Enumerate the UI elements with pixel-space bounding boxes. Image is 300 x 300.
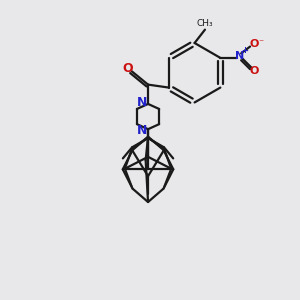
Text: CH₃: CH₃ xyxy=(197,19,213,28)
Text: O: O xyxy=(250,40,259,50)
Text: O: O xyxy=(123,62,134,75)
Text: N: N xyxy=(235,51,244,61)
Text: ⁻: ⁻ xyxy=(258,38,263,48)
Text: N: N xyxy=(136,96,147,109)
Text: +: + xyxy=(242,46,248,55)
Text: O: O xyxy=(250,66,259,76)
Text: N: N xyxy=(136,124,147,137)
